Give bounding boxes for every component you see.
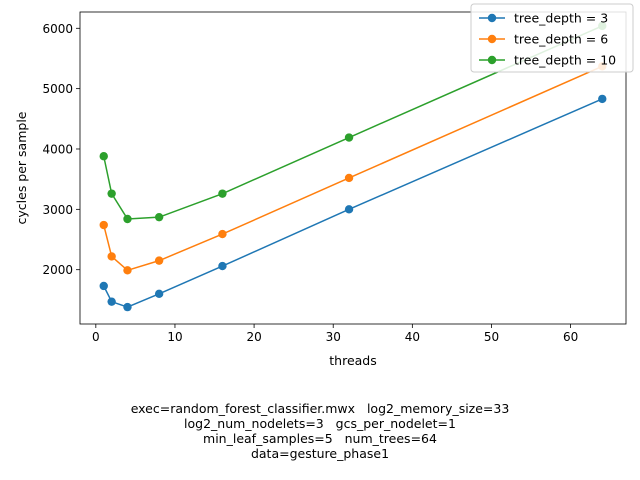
y-tick-label: 4000 bbox=[42, 142, 73, 156]
caption-line-1: exec=random_forest_classifier.mwx log2_m… bbox=[130, 401, 510, 416]
x-tick-label: 60 bbox=[563, 330, 578, 344]
data-point bbox=[123, 214, 132, 224]
x-axis-ticks: 0 10 20 30 40 50 60 bbox=[92, 324, 578, 344]
y-axis-ticks: 2000 3000 4000 5000 6000 bbox=[42, 22, 80, 277]
legend-label: tree_depth = 10 bbox=[514, 53, 616, 68]
legend-label: tree_depth = 3 bbox=[514, 11, 608, 26]
data-point bbox=[598, 94, 607, 104]
legend-box bbox=[470, 3, 634, 73]
data-point bbox=[99, 281, 108, 291]
data-point bbox=[218, 229, 227, 239]
legend-marker bbox=[487, 13, 497, 23]
y-axis-label: cycles per sample bbox=[14, 111, 29, 224]
data-point bbox=[154, 212, 164, 222]
data-point bbox=[107, 252, 116, 261]
legend-marker bbox=[487, 55, 497, 65]
data-point bbox=[154, 256, 164, 265]
data-point bbox=[218, 261, 227, 271]
x-tick-label: 50 bbox=[484, 330, 499, 344]
y-tick-label: 2000 bbox=[42, 263, 73, 277]
caption: exec=random_forest_classifier.mwx log2_m… bbox=[0, 401, 640, 461]
y-tick-label: 5000 bbox=[42, 82, 73, 96]
x-tick-label: 10 bbox=[167, 330, 182, 344]
y-tick-label: 6000 bbox=[42, 22, 73, 36]
data-point bbox=[107, 297, 116, 306]
data-point bbox=[218, 189, 227, 198]
caption-line-4: data=gesture_phase1 bbox=[250, 446, 390, 461]
data-point bbox=[99, 152, 108, 161]
data-point bbox=[123, 266, 132, 275]
x-tick-label: 20 bbox=[246, 330, 261, 344]
data-point bbox=[123, 302, 132, 312]
caption-line-2: log2_num_nodelets=3 gcs_per_nodelet=1 bbox=[184, 416, 456, 431]
legend: tree_depth = 3 tree_depth = 6 tree_depth =… bbox=[470, 3, 634, 73]
x-tick-label: 30 bbox=[326, 330, 341, 344]
data-point bbox=[344, 133, 354, 142]
x-axis-label: threads bbox=[329, 353, 377, 368]
y-tick-label: 3000 bbox=[42, 203, 73, 217]
caption-line-3: min_leaf_samples=5 num_trees=64 bbox=[203, 431, 437, 446]
data-point bbox=[344, 205, 354, 214]
legend-marker bbox=[487, 34, 497, 44]
data-point bbox=[99, 220, 108, 230]
data-point bbox=[107, 189, 116, 198]
x-tick-label: 40 bbox=[405, 330, 420, 344]
plot-frame bbox=[79, 11, 627, 325]
legend-label: tree_depth = 6 bbox=[514, 32, 608, 47]
data-point bbox=[154, 289, 164, 299]
series-points bbox=[99, 21, 607, 312]
x-tick-label: 0 bbox=[92, 330, 100, 344]
data-point bbox=[344, 173, 354, 183]
